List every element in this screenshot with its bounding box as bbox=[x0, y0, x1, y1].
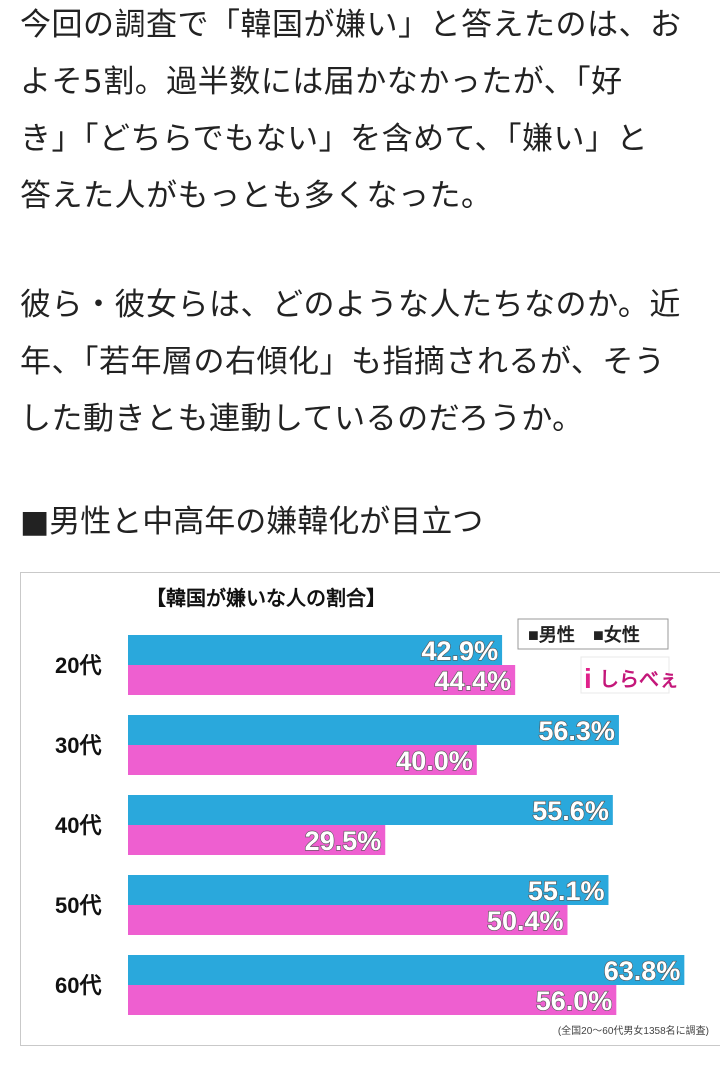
legend-item-female: ■女性 bbox=[593, 624, 640, 645]
bar-value-label: 40.0% bbox=[396, 746, 473, 776]
section-heading: ■男性と中高年の嫌韓化が目立つ bbox=[20, 504, 484, 540]
bar-value-label: 29.5% bbox=[305, 826, 382, 856]
bar-value-label: 50.4% bbox=[487, 906, 564, 936]
bar-value-label: 44.4% bbox=[435, 666, 512, 696]
bar-male bbox=[128, 635, 503, 665]
bar-value-label: 63.8% bbox=[604, 956, 681, 986]
bar-male bbox=[128, 795, 613, 825]
legend-item-male: ■男性 bbox=[528, 624, 575, 645]
chart-footnote: (全国20～60代男女1358名に調査) bbox=[558, 1024, 709, 1037]
shirabe-logo: i しらべぇ bbox=[580, 656, 679, 694]
category-label: 20代 bbox=[55, 653, 101, 678]
bar-value-label: 56.0% bbox=[536, 986, 613, 1016]
category-label: 30代 bbox=[55, 733, 101, 758]
logo-text: しらべぇ bbox=[599, 669, 679, 691]
bar-female bbox=[128, 905, 568, 935]
bar-male bbox=[128, 875, 609, 905]
bar-value-label: 55.1% bbox=[528, 876, 605, 906]
legend-box bbox=[517, 618, 669, 650]
category-label: 50代 bbox=[55, 893, 101, 918]
logo-mark-icon: i bbox=[584, 663, 592, 694]
chart-title: 【韓国が嫌いな人の割合】 bbox=[146, 586, 386, 610]
article-paragraph: 彼ら・彼女らは、どのような人たちなのか。近 年、「若年層の右傾化」も指摘されるが… bbox=[20, 287, 681, 437]
bar-male bbox=[128, 715, 619, 745]
bar-value-label: 56.3% bbox=[538, 716, 615, 746]
category-label: 40代 bbox=[55, 813, 101, 838]
bar-male bbox=[128, 955, 685, 985]
bar-female bbox=[128, 985, 617, 1015]
bar-value-label: 42.9% bbox=[422, 636, 499, 666]
bar-female bbox=[128, 825, 386, 855]
bar-female bbox=[128, 745, 477, 775]
bar-value-label: 55.6% bbox=[532, 796, 609, 826]
bar-chart: 【韓国が嫌いな人の割合】 ■男性 ■女性 i しらべぇ 20代 42.9%44.4… bbox=[55, 586, 709, 1037]
category-label: 60代 bbox=[55, 973, 101, 998]
chart-image: 【韓国が嫌いな人の割合】 ■男性 ■女性 i しらべぇ 20代 42.9% 44.4… bbox=[20, 572, 720, 1046]
bar-female bbox=[128, 665, 516, 695]
article-paragraph: 今回の調査で「韓国が嫌い」と答えたのは、お よそ5割。過半数には届かなかったが、… bbox=[20, 7, 682, 214]
